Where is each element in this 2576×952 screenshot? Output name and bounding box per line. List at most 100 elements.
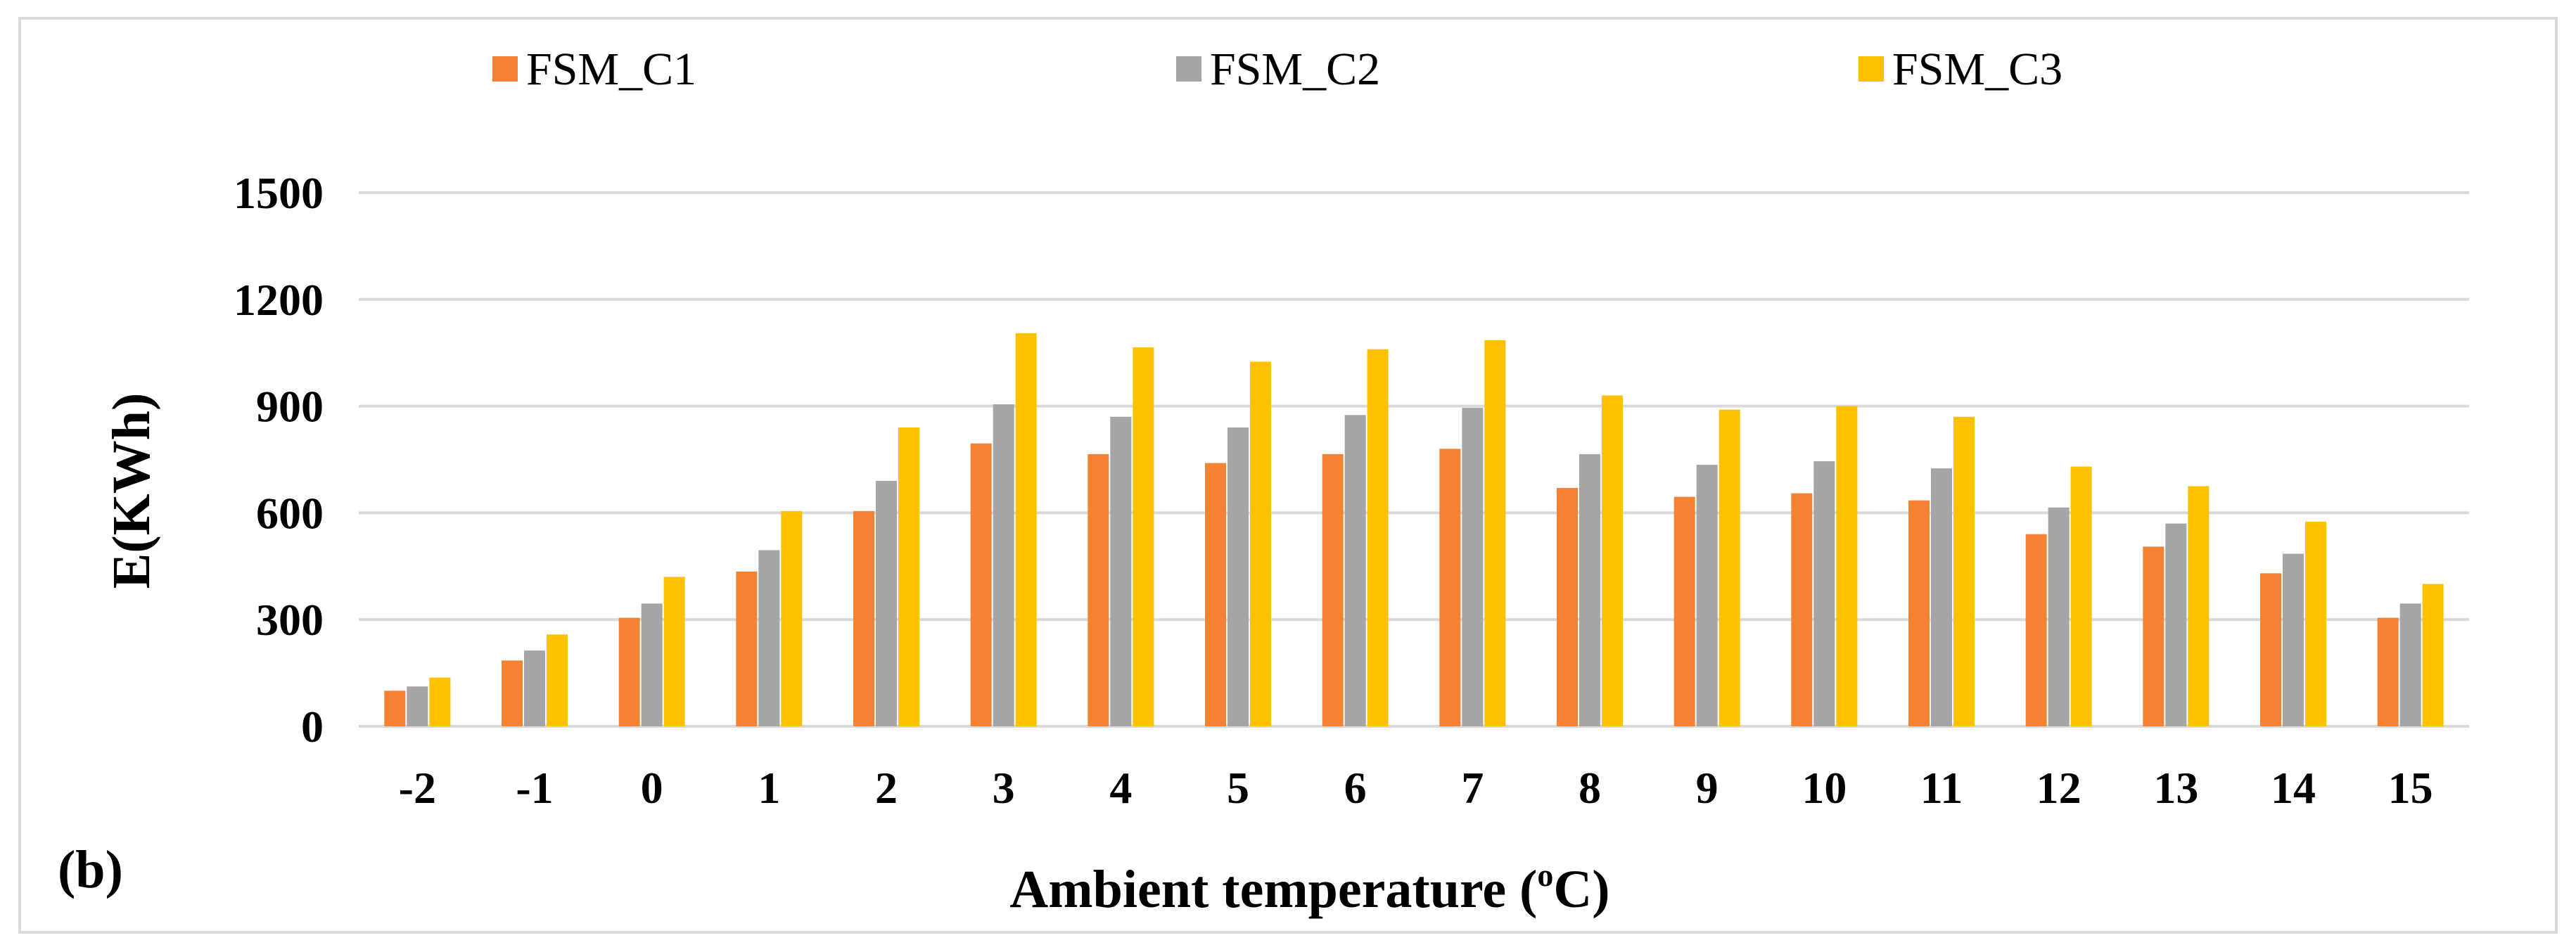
series-FSM_C3 bbox=[429, 333, 2444, 726]
series-FSM_C1 bbox=[384, 443, 2399, 726]
panel-label: (b) bbox=[58, 840, 123, 899]
bar-FSM_C3-11 bbox=[1953, 416, 1975, 726]
x-tick-label: 14 bbox=[2271, 763, 2316, 813]
bar-FSM_C1-10 bbox=[1791, 493, 1813, 726]
x-axis-title-suffix: C) bbox=[1553, 860, 1609, 919]
legend: FSM_C1 FSM_C2 FSM_C3 bbox=[492, 44, 2062, 95]
bar-FSM_C3-3 bbox=[1015, 333, 1037, 726]
bar-FSM_C3-10 bbox=[1836, 406, 1858, 726]
bar-FSM_C2-8 bbox=[1579, 454, 1600, 726]
bar-FSM_C1--1 bbox=[502, 660, 523, 726]
bar-FSM_C3-15 bbox=[2422, 584, 2444, 726]
bar-FSM_C3-1 bbox=[781, 510, 803, 726]
bar-FSM_C2-1 bbox=[758, 550, 780, 726]
x-tick-label: 5 bbox=[1227, 763, 1249, 813]
bar-FSM_C2--2 bbox=[407, 686, 428, 726]
bar-FSM_C1-2 bbox=[853, 510, 874, 726]
x-tick-label: 13 bbox=[2153, 763, 2198, 813]
bar-FSM_C2--1 bbox=[524, 650, 545, 726]
legend-label: FSM_C1 bbox=[526, 44, 696, 95]
bar-FSM_C3-14 bbox=[2305, 522, 2326, 726]
bar-FSM_C3--1 bbox=[547, 634, 568, 726]
x-axis-title-superscript: o bbox=[1537, 857, 1553, 893]
bar-FSM_C1-6 bbox=[1322, 454, 1344, 726]
x-tick-label: 10 bbox=[1802, 763, 1847, 813]
legend-swatch bbox=[492, 56, 518, 82]
bar-FSM_C1-1 bbox=[736, 571, 758, 726]
bar-FSM_C1-4 bbox=[1088, 454, 1109, 726]
bar-FSM_C2-11 bbox=[1931, 468, 1952, 726]
bar-FSM_C2-3 bbox=[993, 404, 1014, 726]
x-tick-label: 9 bbox=[1696, 763, 1719, 813]
x-tick-label: -2 bbox=[399, 763, 436, 813]
bar-FSM_C3--2 bbox=[429, 677, 451, 726]
legend-swatch bbox=[1176, 56, 1201, 82]
x-tick-label: 4 bbox=[1109, 763, 1132, 813]
bar-FSM_C1-11 bbox=[1908, 500, 1930, 726]
legend-item-FSM_C2: FSM_C2 bbox=[1176, 44, 1380, 95]
bar-FSM_C1-8 bbox=[1557, 487, 1578, 726]
gridlines bbox=[359, 191, 2469, 728]
bar-FSM_C1-15 bbox=[2377, 617, 2399, 726]
bar-FSM_C2-10 bbox=[1813, 461, 1835, 726]
bar-FSM_C3-4 bbox=[1133, 347, 1154, 726]
x-axis-title-main: Ambient temperature ( bbox=[1009, 860, 1537, 919]
bar-FSM_C2-13 bbox=[2165, 523, 2187, 726]
bar-FSM_C3-6 bbox=[1367, 349, 1389, 726]
x-tick-label: 8 bbox=[1579, 763, 1601, 813]
bar-FSM_C2-9 bbox=[1696, 465, 1718, 726]
legend-item-FSM_C3: FSM_C3 bbox=[1858, 44, 2062, 95]
bar-FSM_C3-12 bbox=[2070, 466, 2092, 726]
bar-FSM_C2-7 bbox=[1462, 408, 1484, 726]
y-tick-label: 0 bbox=[301, 702, 324, 752]
x-axis-title: Ambient temperature (oC) bbox=[1009, 857, 1609, 919]
bar-FSM_C1-7 bbox=[1439, 449, 1461, 726]
x-tick-label: 6 bbox=[1344, 763, 1367, 813]
bar-FSM_C3-0 bbox=[663, 577, 685, 726]
y-tick-label: 600 bbox=[256, 488, 324, 538]
bar-FSM_C3-9 bbox=[1719, 409, 1740, 726]
bar-FSM_C1-13 bbox=[2143, 546, 2164, 726]
y-tick-label: 900 bbox=[256, 382, 324, 432]
x-tick-label: 15 bbox=[2388, 763, 2433, 813]
bar-FSM_C2-2 bbox=[876, 480, 897, 726]
bar-FSM_C1-0 bbox=[618, 617, 640, 726]
y-axis-title: E(KWh) bbox=[102, 393, 161, 589]
bar-FSM_C2-5 bbox=[1228, 427, 1249, 726]
bar-FSM_C1-12 bbox=[2025, 534, 2047, 726]
x-tick-label: 1 bbox=[758, 763, 780, 813]
bar-FSM_C1-14 bbox=[2260, 573, 2281, 726]
bar-FSM_C3-13 bbox=[2188, 486, 2210, 726]
bar-FSM_C2-15 bbox=[2399, 603, 2421, 726]
x-tick-label: 11 bbox=[1920, 763, 1963, 813]
bar-FSM_C2-0 bbox=[641, 603, 663, 726]
legend-label: FSM_C3 bbox=[1892, 44, 2062, 95]
y-tick-label: 300 bbox=[256, 595, 324, 645]
bar-FSM_C1-9 bbox=[1673, 496, 1695, 726]
bar-FSM_C1--2 bbox=[384, 690, 406, 726]
bar-FSM_C2-14 bbox=[2283, 553, 2304, 726]
bar-FSM_C3-2 bbox=[898, 427, 919, 726]
x-tick-label: 2 bbox=[875, 763, 898, 813]
x-tick-label: 3 bbox=[993, 763, 1015, 813]
bar-FSM_C2-4 bbox=[1110, 416, 1132, 726]
series-FSM_C2 bbox=[407, 404, 2421, 726]
bars bbox=[384, 333, 2444, 726]
x-tick-label: 0 bbox=[641, 763, 663, 813]
y-tick-label: 1500 bbox=[234, 168, 324, 218]
bar-FSM_C3-7 bbox=[1484, 340, 1506, 726]
x-tick-label: 12 bbox=[2036, 763, 2081, 813]
legend-swatch bbox=[1858, 56, 1884, 82]
y-tick-label: 1200 bbox=[234, 275, 324, 325]
x-tick-label: 7 bbox=[1461, 763, 1484, 813]
bar-FSM_C1-5 bbox=[1205, 463, 1226, 726]
x-tick-label: -1 bbox=[516, 763, 553, 813]
bar-FSM_C1-3 bbox=[970, 443, 992, 726]
chart-border bbox=[18, 17, 2558, 934]
bar-FSM_C3-5 bbox=[1250, 361, 1271, 726]
bar-FSM_C2-12 bbox=[2048, 507, 2070, 726]
bar-FSM_C3-8 bbox=[1602, 395, 1623, 726]
